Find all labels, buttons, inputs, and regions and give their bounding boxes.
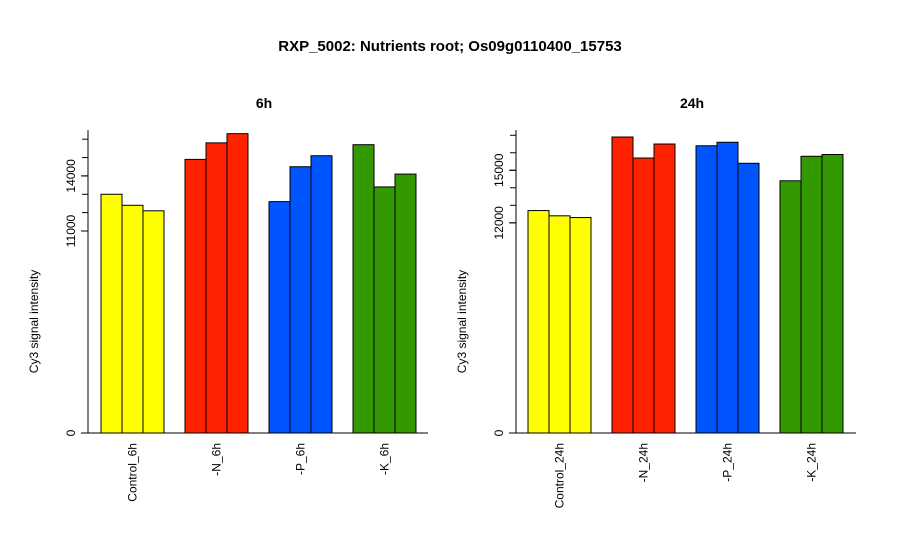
bar xyxy=(100,193,123,434)
x-category-label: -N_24h xyxy=(637,443,651,482)
panel-24h: 24h 0 12000 15000 Cy3 signal intensity Contro… xyxy=(455,95,856,508)
bar xyxy=(226,133,249,434)
bar xyxy=(352,144,375,434)
bar xyxy=(394,173,417,434)
bar xyxy=(611,136,634,434)
x-category-label: -K_6h xyxy=(378,443,392,475)
y-tick-label: 11000 xyxy=(64,214,78,247)
bar xyxy=(653,143,676,434)
bar xyxy=(184,158,207,434)
bar xyxy=(632,157,655,434)
bar xyxy=(737,162,760,434)
y-tick-label: 12000 xyxy=(492,206,506,240)
x-category-label: -K_24h xyxy=(805,443,819,482)
y-tick-label: 0 xyxy=(492,429,506,436)
x-category-label: -N_6h xyxy=(210,443,224,476)
bar xyxy=(548,215,571,434)
y-axis-label: Cy3 signal intensity xyxy=(27,270,41,373)
bar xyxy=(268,201,291,434)
bar xyxy=(205,142,228,434)
x-category-label: Control_6h xyxy=(126,443,140,502)
panel-title: 24h xyxy=(680,95,704,111)
bar xyxy=(821,154,844,434)
bar xyxy=(527,210,550,434)
bar xyxy=(779,180,802,434)
bar xyxy=(800,155,823,434)
bar xyxy=(695,145,718,434)
bar xyxy=(716,141,739,434)
bar xyxy=(569,217,592,434)
bar xyxy=(289,166,312,434)
y-tick-label: 15000 xyxy=(492,153,506,187)
chart-main-title: RXP_5002: Nutrients root; Os09g0110400_1… xyxy=(278,38,622,55)
bar xyxy=(142,210,165,434)
panel-title: 6h xyxy=(256,95,272,111)
bar xyxy=(121,204,144,434)
x-category-label: Control_24h xyxy=(553,443,567,508)
panel-6h: 6h 0 11000 14000 Cy3 signal intensity Control… xyxy=(27,95,428,502)
y-axis-label: Cy3 signal intensity xyxy=(455,270,469,373)
x-category-label: -P_24h xyxy=(721,443,735,482)
x-category-label: -P_6h xyxy=(294,443,308,475)
bar xyxy=(310,155,333,434)
bar xyxy=(373,186,396,434)
y-tick-label: 14000 xyxy=(64,159,78,193)
y-tick-label: 0 xyxy=(64,429,78,436)
